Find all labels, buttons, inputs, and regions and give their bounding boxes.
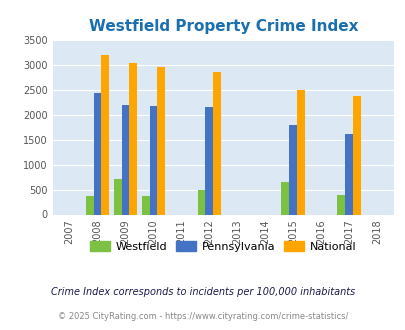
Bar <box>157 67 165 214</box>
Bar <box>281 182 288 214</box>
Bar <box>113 179 121 214</box>
Bar <box>288 124 296 214</box>
Title: Westfield Property Crime Index: Westfield Property Crime Index <box>88 19 357 34</box>
Bar <box>337 195 344 215</box>
Bar <box>121 105 129 214</box>
Bar <box>344 134 352 214</box>
Bar <box>213 72 220 215</box>
Bar <box>205 107 213 214</box>
Text: © 2025 CityRating.com - https://www.cityrating.com/crime-statistics/: © 2025 CityRating.com - https://www.city… <box>58 312 347 321</box>
Bar <box>296 90 304 214</box>
Bar <box>197 190 205 214</box>
Bar <box>85 195 94 214</box>
Bar <box>101 54 109 214</box>
Text: Crime Index corresponds to incidents per 100,000 inhabitants: Crime Index corresponds to incidents per… <box>51 287 354 297</box>
Bar <box>94 93 101 214</box>
Bar <box>141 196 149 214</box>
Bar <box>129 63 137 214</box>
Bar <box>352 96 360 214</box>
Legend: Westfield, Pennsylvania, National: Westfield, Pennsylvania, National <box>85 237 360 256</box>
Bar <box>149 106 157 214</box>
